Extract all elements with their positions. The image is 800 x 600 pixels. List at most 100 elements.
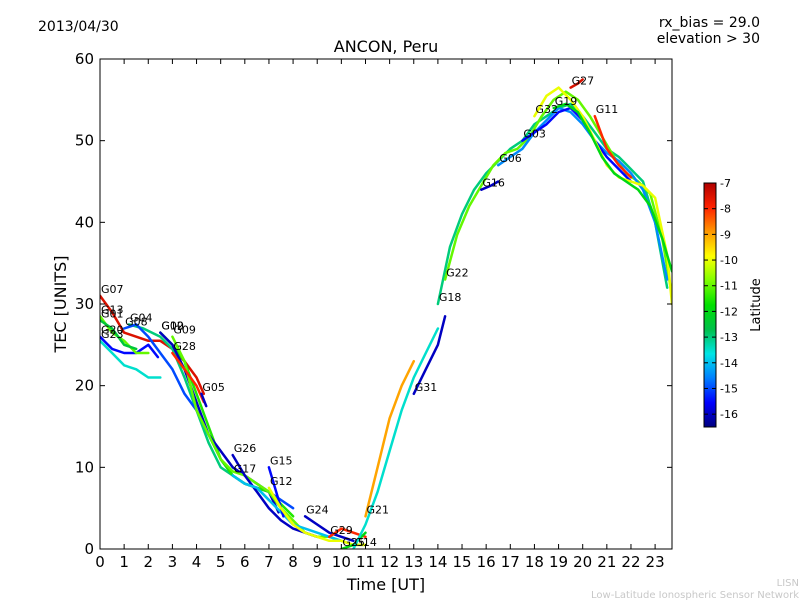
satellite-label-g29: G29 <box>330 524 353 537</box>
x-tick-label: 6 <box>240 553 250 571</box>
series-line-g32 <box>533 86 672 306</box>
x-tick-label: 7 <box>264 553 274 571</box>
colorbar-tick-label: -9 <box>720 228 731 241</box>
x-tick-label: 22 <box>621 553 640 571</box>
x-tick-label: 12 <box>380 553 399 571</box>
satellite-label-g32: G32 <box>535 103 558 116</box>
plot-frame <box>99 58 673 550</box>
satellite-label-g20: G20 <box>101 324 124 337</box>
series-line-g12 <box>267 486 367 547</box>
x-tick-label: 23 <box>646 553 665 571</box>
series-line-g21 <box>364 359 416 518</box>
colorbar-tick-label: -14 <box>720 357 738 370</box>
satellite-label-g25: G25 <box>342 536 365 549</box>
series-line-g07 <box>100 294 206 396</box>
x-tick-label: 1 <box>119 553 129 571</box>
satellite-label-g23: G23 <box>101 328 124 341</box>
footer-lisn: LISN <box>777 578 799 589</box>
y-ticks: 0 10 20 30 40 50 60 <box>75 50 672 558</box>
satellite-label-g31: G31 <box>415 381 438 394</box>
footer-network: Low-Latitude Ionospheric Sensor Network <box>591 590 799 600</box>
x-tick-label: 0 <box>95 553 105 571</box>
satellite-label-g19: G19 <box>555 95 578 108</box>
satellite-label-g06: G06 <box>499 152 522 165</box>
x-tick-label: 20 <box>573 553 592 571</box>
series-line-g22 <box>443 90 672 298</box>
x-tick-label: 10 <box>332 553 351 571</box>
series-layer <box>100 78 672 549</box>
y-tick-label: 10 <box>75 458 94 476</box>
satellite-label-g04: G04 <box>130 311 153 324</box>
satellite-label-g12: G12 <box>270 475 293 488</box>
y-axis-label: TEC [UNITS] <box>51 256 70 354</box>
series-line-g18 <box>436 102 669 306</box>
series-line-g14 <box>352 327 440 549</box>
x-tick-label: 17 <box>501 553 520 571</box>
colorbar-tick-label: -12 <box>720 305 738 318</box>
x-tick-label: 19 <box>549 553 568 571</box>
y-tick-label: 30 <box>75 295 94 313</box>
satellite-label-g22: G22 <box>446 267 469 280</box>
series-line-g20 <box>100 335 160 359</box>
x-tick-label: 11 <box>356 553 375 571</box>
series-line-g25 <box>340 531 367 549</box>
x-axis-label: Time [UT] <box>346 575 425 594</box>
x-tick-label: 13 <box>404 553 423 571</box>
y-tick-label: 0 <box>84 540 94 558</box>
y-tick-label: 20 <box>75 377 94 395</box>
satellite-label-g14: G14 <box>354 536 377 549</box>
series-line-g03 <box>521 106 633 183</box>
x-tick-label: 4 <box>192 553 202 571</box>
colorbar-tick-label: -8 <box>720 203 731 216</box>
elevation-label: elevation > 30 <box>657 31 760 47</box>
series-line-g01 <box>100 319 138 351</box>
colorbar-tick-label: -7 <box>720 177 731 190</box>
colorbar <box>703 182 717 428</box>
satellite-label-g08: G08 <box>125 316 148 329</box>
x-tick-label: 8 <box>288 553 298 571</box>
x-tick-label: 3 <box>168 553 178 571</box>
x-tick-label: 14 <box>428 553 447 571</box>
satellite-label-g17: G17 <box>234 463 257 476</box>
x-tick-label: 21 <box>597 553 616 571</box>
x-ticks: 0 1 2 3 4 5 6 7 8 9 10 11 12 13 14 15 16 17 18 19 20 21 22 23 <box>95 59 665 571</box>
satellite-label-g10: G10 <box>161 320 184 333</box>
x-tick-label: 5 <box>216 553 226 571</box>
series-line-g23 <box>100 339 162 379</box>
satellite-label-g03: G03 <box>523 128 546 141</box>
x-tick-label: 16 <box>477 553 496 571</box>
satellite-label-g15: G15 <box>270 454 293 467</box>
colorbar-tick-label: -11 <box>720 280 738 293</box>
satellite-label-g02: G02 <box>161 320 184 333</box>
y-tick-label: 50 <box>75 132 94 150</box>
satellite-label-g28: G28 <box>173 340 196 353</box>
colorbar-ticks: -7 -8 -9 -10 -11 -12 -13 -14 -15 -16 <box>704 177 738 421</box>
y-tick-label: 40 <box>75 213 94 231</box>
series-line-g08 <box>122 323 295 510</box>
y-tick-label: 60 <box>75 50 94 68</box>
satellite-label-g13: G13 <box>101 303 124 316</box>
satellite-label-g21: G21 <box>366 503 389 516</box>
satellite-label-g27: G27 <box>572 75 595 88</box>
satellite-label-g24: G24 <box>306 503 329 516</box>
rx-bias-label: rx_bias = 29.0 <box>659 15 760 31</box>
satellite-label-g09: G09 <box>173 324 196 337</box>
series-line-g05 <box>200 392 208 408</box>
x-tick-label: 2 <box>143 553 153 571</box>
series-line-g27 <box>569 78 584 89</box>
series-line-g11 <box>593 114 633 179</box>
satellite-label-g01: G01 <box>101 307 124 320</box>
series-line-g24 <box>303 515 355 543</box>
colorbar-tick-label: -16 <box>720 408 738 421</box>
x-tick-label: 9 <box>312 553 322 571</box>
colorbar-tick-label: -10 <box>720 254 738 267</box>
chart-title: ANCON, Peru <box>334 37 438 56</box>
satellite-label-g18: G18 <box>439 291 462 304</box>
series-line-g16 <box>480 180 500 191</box>
colorbar-tick-label: -13 <box>720 331 738 344</box>
x-tick-label: 18 <box>525 553 544 571</box>
satellite-label-g07: G07 <box>101 283 124 296</box>
date-label: 2013/04/30 <box>38 19 119 35</box>
